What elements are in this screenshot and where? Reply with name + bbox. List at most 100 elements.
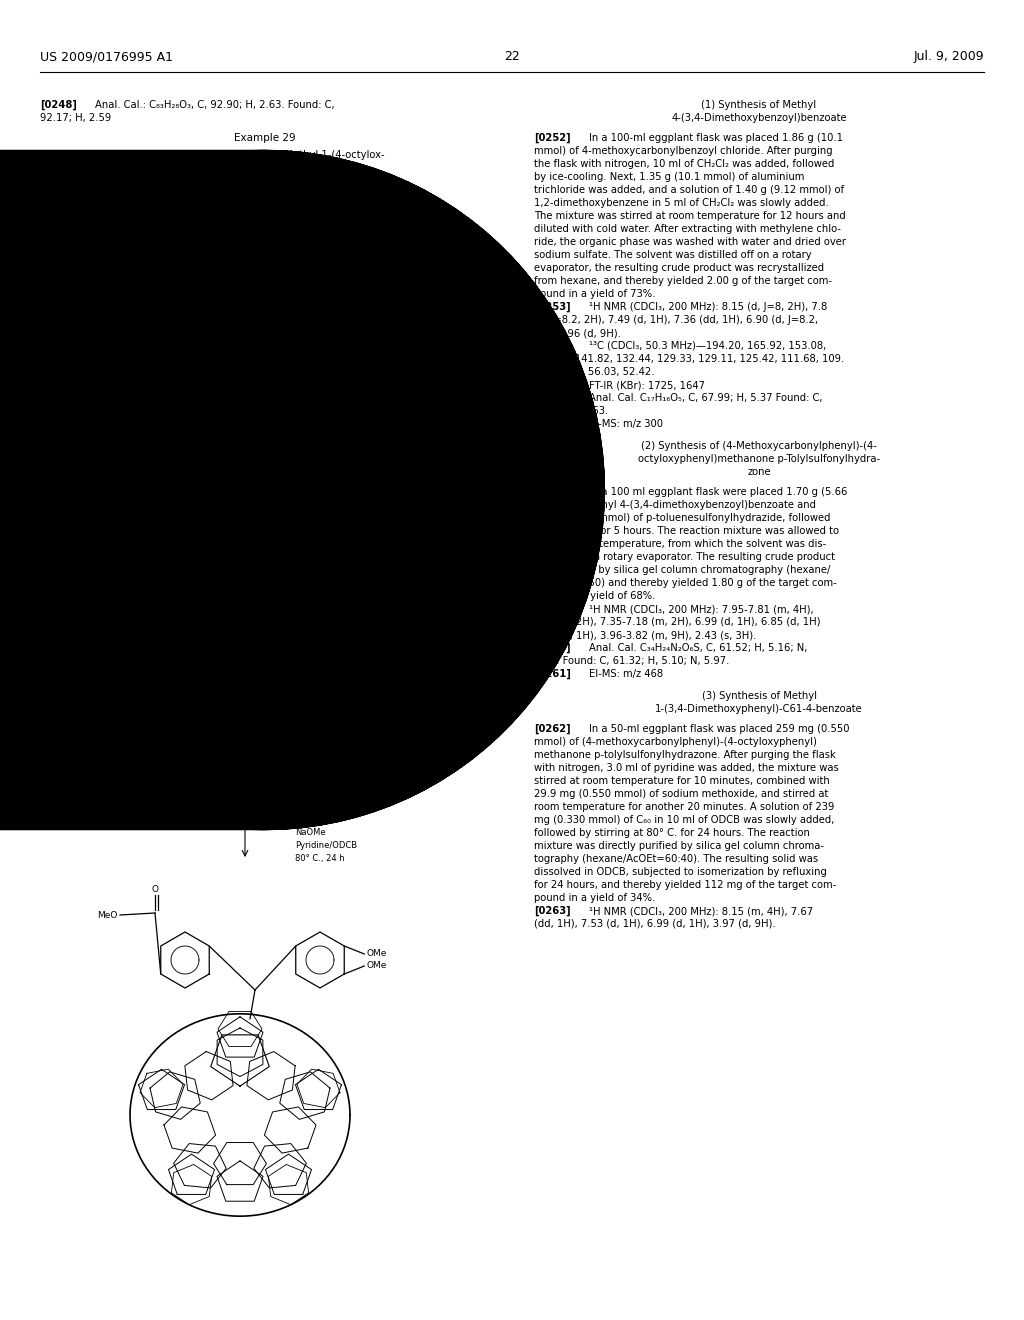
Text: 3.16 g (17.0 mmol) of p-toluenesulfonylhydrazide, followed: 3.16 g (17.0 mmol) of p-toluenesulfonylh… (534, 513, 830, 523)
Text: rpm to give a film; and heating the coated film at 100° C. for: rpm to give a film; and heating the coat… (40, 232, 344, 242)
Text: mmol) of (4-methoxycarbonylphenyl)-(4-octyloxyphenyl): mmol) of (4-methoxycarbonylphenyl)-(4-oc… (534, 737, 817, 747)
Text: ride, the organic phase was washed with water and dried over: ride, the organic phase was washed with … (534, 238, 846, 247)
Text: 6.66 (d, 1H), 3.96-3.82 (m, 9H), 2.43 (s, 3H).: 6.66 (d, 1H), 3.96-3.82 (m, 9H), 2.43 (s… (534, 630, 757, 640)
Text: C₆₀: C₆₀ (295, 814, 307, 824)
Text: for 24 hours, and thereby yielded 112 mg of the target com-: for 24 hours, and thereby yielded 112 mg… (534, 880, 837, 890)
Text: [0252]: [0252] (534, 133, 570, 144)
Text: Example 29: Example 29 (234, 133, 296, 143)
Text: trichloride was added, and a solution of 1.40 g (9.12 mmol) of: trichloride was added, and a solution of… (534, 185, 844, 195)
Text: tilled off on a rotary evaporator. The resulting crude product: tilled off on a rotary evaporator. The r… (534, 552, 835, 562)
Text: 29.9 mg (0.550 mmol) of sodium methoxide, and stirred at: 29.9 mg (0.550 mmol) of sodium methoxide… (534, 789, 828, 799)
Text: O: O (144, 455, 152, 465)
Text: [0259]: [0259] (534, 605, 570, 614)
Text: [0251]: [0251] (40, 350, 77, 360)
Text: [0254]: [0254] (534, 341, 570, 351)
Text: In a 100-ml eggplant flask was placed 1.86 g (10.1: In a 100-ml eggplant flask was placed 1.… (589, 133, 843, 143)
Text: 92.17; H, 2.59: 92.17; H, 2.59 (40, 114, 112, 123)
Text: The mixture was stirred at room temperature for 12 hours and: The mixture was stirred at room temperat… (534, 211, 846, 220)
Text: EI-MS: m/z 300: EI-MS: m/z 300 (589, 418, 663, 429)
Text: by ice-cooling. Next, 1.35 g (10.1 mmol) of aluminium: by ice-cooling. Next, 1.35 g (10.1 mmol)… (534, 172, 805, 182)
Text: mg of methyl 1-(4-octyloxyphenyl)-C61-4-benzoate in 1.0: mg of methyl 1-(4-octyloxyphenyl)-C61-4-… (40, 193, 327, 203)
Text: (d, J=8.2, 2H), 7.49 (d, 1H), 7.36 (dd, 1H), 6.90 (d, J=8.2,: (d, J=8.2, 2H), 7.49 (d, 1H), 7.36 (dd, … (534, 315, 818, 325)
Text: found to be as follows:: found to be as follows: (40, 257, 153, 268)
Text: methanone p-tolylsulfonylhydrazone. After purging the flask: methanone p-tolylsulfonylhydrazone. Afte… (534, 750, 836, 760)
Text: (dd, 1H), 7.53 (d, 1H), 6.99 (d, 1H), 3.97 (d, 9H).: (dd, 1H), 7.53 (d, 1H), 6.99 (d, 1H), 3.… (534, 919, 775, 929)
Text: pound in a yield of 73%.: pound in a yield of 73%. (534, 289, 655, 300)
Text: was purified by silica gel column chromatography (hexane/: was purified by silica gel column chroma… (534, 565, 830, 576)
Text: 30 minutes. The properties of the cell were measured and: 30 minutes. The properties of the cell w… (40, 246, 330, 255)
Text: 5.98. Found: C, 61.32; H, 5.10; N, 5.97.: 5.98. Found: C, 61.32; H, 5.10; N, 5.97. (534, 656, 729, 667)
Text: the flask with nitrogen, 10 ml of CH₂Cl₂ was added, followed: the flask with nitrogen, 10 ml of CH₂Cl₂… (534, 158, 835, 169)
Text: US 2009/0176995 A1: US 2009/0176995 A1 (40, 50, 173, 63)
Text: [0260]: [0260] (534, 643, 570, 653)
Text: zone: zone (748, 467, 771, 477)
Text: solution via spin coating at a number of revolutions of 2000: solution via spin coating at a number of… (40, 219, 339, 228)
Text: O: O (186, 620, 194, 630)
Text: cool to room temperature, from which the solvent was dis-: cool to room temperature, from which the… (534, 539, 826, 549)
Text: O: O (172, 767, 179, 776)
Text: MeO: MeO (68, 751, 88, 760)
Text: sodium sulfate. The solvent was distilled off on a rotary: sodium sulfate. The solvent was distille… (534, 249, 812, 260)
Text: ¹H NMR (CDCl₃, 200 MHz): 8.15 (d, J=8, 2H), 7.8: ¹H NMR (CDCl₃, 200 MHz): 8.15 (d, J=8, 2… (589, 302, 827, 312)
Text: [0250]: [0250] (40, 271, 77, 281)
Text: Jul. 9, 2009: Jul. 9, 2009 (913, 50, 984, 63)
Text: OMe: OMe (367, 949, 387, 958)
Text: ¹H NMR (CDCl₃, 200 MHz): 7.95-7.81 (m, 4H),: ¹H NMR (CDCl₃, 200 MHz): 7.95-7.81 (m, 4… (589, 605, 814, 614)
Text: 80° C., 24 h: 80° C., 24 h (295, 854, 345, 863)
Text: OMe: OMe (278, 590, 298, 598)
Text: mg (0.330 mmol) of C₆₀ in 10 ml of ODCB was slowly added,: mg (0.330 mmol) of C₆₀ in 10 ml of ODCB … (534, 814, 835, 825)
Text: pound in a yield of 68%.: pound in a yield of 68%. (534, 591, 655, 601)
Text: [0258]: [0258] (534, 487, 570, 498)
Text: In a 100 ml eggplant flask were placed 1.70 g (5.66: In a 100 ml eggplant flask were placed 1… (589, 487, 848, 498)
Text: 4-benzoate: 4-benzoate (231, 327, 298, 337)
Text: evaporator, the resulting crude product was recrystallized: evaporator, the resulting crude product … (534, 263, 824, 273)
Text: ¹³C (CDCl₃, 50.3 MHz)—194.20, 165.92, 153.08,: ¹³C (CDCl₃, 50.3 MHz)—194.20, 165.92, 15… (589, 341, 826, 351)
Text: mmol) of 4-methoxycarbonylbenzoyl chloride. After purging: mmol) of 4-methoxycarbonylbenzoyl chlori… (534, 147, 833, 156)
Text: 63, 56.12, 56.03, 52.42.: 63, 56.12, 56.03, 52.42. (534, 367, 654, 378)
Text: Cl: Cl (234, 513, 244, 521)
Text: diluted with cold water. After extracting with methylene chlo-: diluted with cold water. After extractin… (534, 224, 841, 234)
Text: NNHTs: NNHTs (182, 785, 212, 795)
Text: MeO: MeO (97, 911, 118, 920)
Text: p-toluenesulfonyl: p-toluenesulfonyl (295, 660, 369, 669)
Text: O: O (113, 729, 119, 738)
Text: [0257]: [0257] (534, 418, 570, 429)
Text: Solar Battery Cell Including Methyl 1-(4-octylox-: Solar Battery Cell Including Methyl 1-(4… (145, 150, 385, 160)
Text: AcOEt=50/50) and thereby yielded 1.80 g of the target com-: AcOEt=50/50) and thereby yielded 1.80 g … (534, 578, 837, 587)
Text: 1,2-dimethoxybenzene in 5 ml of CH₂Cl₂ was slowly added.: 1,2-dimethoxybenzene in 5 ml of CH₂Cl₂ w… (534, 198, 828, 209)
Text: hydrazide: hydrazide (295, 673, 337, 682)
Text: Anal. Cal.: C₈₃H₂₈O₃, C, 92.90; H, 2.63. Found: C,: Anal. Cal.: C₈₃H₂₈O₃, C, 92.90; H, 2.63.… (95, 100, 335, 110)
Text: O: O (113, 569, 119, 578)
Text: dissolved in ODCB, subjected to isomerization by refluxing: dissolved in ODCB, subjected to isomeriz… (534, 867, 826, 876)
Text: FT-IR (KBr): 1725, 1647: FT-IR (KBr): 1725, 1647 (589, 380, 705, 389)
Text: mixture was directly purified by silica gel column chroma-: mixture was directly purified by silica … (534, 841, 824, 851)
Text: from hexane, and thereby yielded 2.00 g of the target com-: from hexane, and thereby yielded 2.00 g … (534, 276, 831, 286)
Text: [0263]: [0263] (534, 906, 570, 916)
Text: CH₂Cl₂: CH₂Cl₂ (287, 492, 313, 502)
Text: reflux, 3 h: reflux, 3 h (295, 700, 338, 708)
Text: followed by stirring at 80° C. for 24 hours. The reaction: followed by stirring at 80° C. for 24 ho… (534, 828, 810, 838)
Text: [0248]: [0248] (40, 100, 77, 111)
Text: Pyridine/ODCB: Pyridine/ODCB (295, 841, 357, 850)
Text: [0249]: [0249] (40, 180, 77, 190)
Text: AlCl₃: AlCl₃ (290, 480, 310, 488)
Text: octyloxyphenyl)methanone p-Tolylsulfonylhydra-: octyloxyphenyl)methanone p-Tolylsulfonyl… (638, 454, 880, 465)
Text: yphenyl)-C61-4-benzoate and P3HT: yphenyl)-C61-4-benzoate and P3HT (176, 162, 353, 173)
Text: (1) Synthesis of Methyl: (1) Synthesis of Methyl (701, 100, 816, 110)
Text: (2) Synthesis of (4-Methoxycarbonylphenyl)-(4-: (2) Synthesis of (4-Methoxycarbonylpheny… (641, 441, 877, 451)
Text: 7.78 (d, 2H), 7.35-7.18 (m, 2H), 6.99 (d, 1H), 6.85 (d, 1H): 7.78 (d, 2H), 7.35-7.18 (m, 2H), 6.99 (d… (534, 616, 820, 627)
Text: OMe: OMe (290, 750, 309, 759)
Text: 66.35; H, 5.63.: 66.35; H, 5.63. (534, 407, 608, 416)
Text: [0262]: [0262] (534, 723, 570, 734)
Text: O: O (152, 884, 159, 894)
Text: [0255]: [0255] (534, 380, 570, 391)
Text: tography (hexane/AcOEt=60:40). The resulting solid was: tography (hexane/AcOEt=60:40). The resul… (534, 854, 818, 865)
Text: Synthesis of Methyl 1-(3,4-dimethoxyphenyl)-C61-: Synthesis of Methyl 1-(3,4-dimethoxyphen… (117, 313, 414, 323)
Text: O: O (259, 495, 266, 504)
Text: (3) Synthesis of Methyl: (3) Synthesis of Methyl (701, 690, 816, 701)
Text: stirred at room temperature for 10 minutes, combined with: stirred at room temperature for 10 minut… (534, 776, 829, 785)
Text: room temperature for another 20 minutes. A solution of 239: room temperature for another 20 minutes.… (534, 803, 835, 812)
Text: 148.80, 141.82, 132.44, 129.33, 129.11, 125.42, 111.68, 109.: 148.80, 141.82, 132.44, 129.33, 129.11, … (534, 354, 844, 364)
Text: O: O (260, 498, 267, 507)
Text: EI-MS: m/z 468: EI-MS: m/z 468 (589, 669, 664, 678)
